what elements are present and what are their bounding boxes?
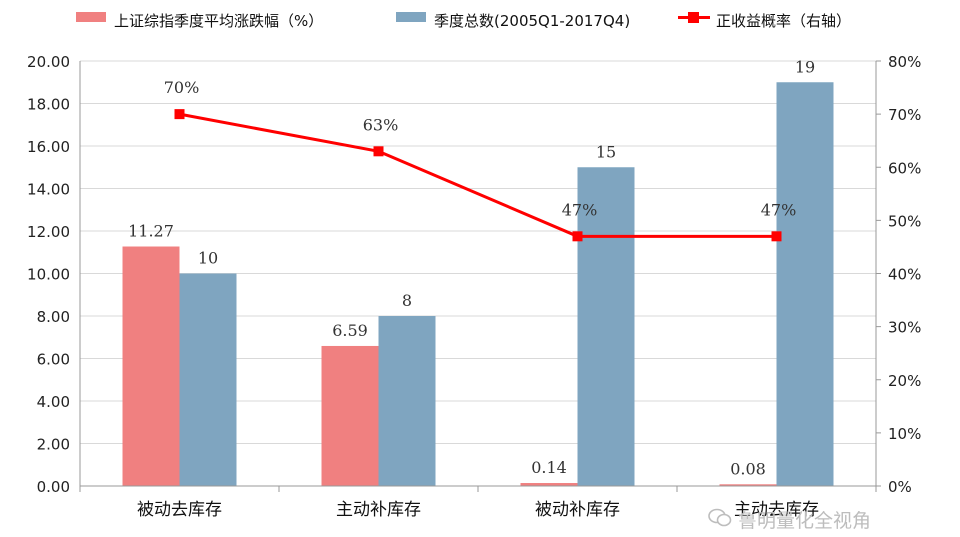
probability-marker	[572, 231, 583, 242]
data-label-return: 11.27	[128, 222, 174, 241]
y-left-tick-label: 16.00	[27, 138, 70, 156]
y-left-tick-label: 0.00	[37, 478, 70, 496]
probability-marker	[771, 231, 782, 242]
y-right-tick-label: 80%	[888, 53, 921, 71]
legend-label-count: 季度总数(2005Q1-2017Q4)	[434, 12, 631, 30]
x-category-label: 被动补库存	[535, 500, 620, 520]
legend-label-return: 上证综指季度平均涨跌幅（%）	[114, 12, 324, 30]
data-label-probability: 70%	[164, 78, 200, 97]
data-label-probability: 63%	[363, 115, 399, 134]
data-label-return: 0.08	[730, 459, 766, 478]
y-right-tick-label: 60%	[888, 159, 921, 177]
y-left-tick-label: 6.00	[37, 351, 70, 369]
y-left-tick-label: 12.00	[27, 223, 70, 241]
probability-marker	[174, 109, 185, 120]
line-series	[174, 109, 782, 242]
bar-return	[719, 484, 777, 486]
axes: 0.00 2.00 4.00 6.00 8.00 10.00 12.00 14.00 16.00…	[27, 53, 921, 520]
bar-count	[577, 167, 635, 486]
y-right-tick-label: 40%	[888, 266, 921, 284]
y-right-tick-label: 0%	[888, 478, 912, 496]
bar-return	[122, 246, 180, 486]
y-right-tick-label: 50%	[888, 212, 921, 230]
wechat-icon	[708, 508, 732, 527]
x-category-label: 主动去库存	[734, 500, 819, 520]
y-left-tick-label: 18.00	[27, 96, 70, 114]
y-right-tick-label: 70%	[888, 106, 921, 124]
data-label-count: 19	[795, 57, 815, 76]
legend-swatch-count	[396, 12, 426, 22]
watermark-text: 鲁明量化全视角	[738, 510, 872, 532]
y-right-tick-label: 30%	[888, 319, 921, 337]
bar-series	[122, 82, 834, 486]
y-left-tick-label: 14.00	[27, 181, 70, 199]
data-label-count: 10	[198, 249, 218, 268]
probability-line	[179, 112, 777, 238]
data-label-return: 6.59	[332, 321, 368, 340]
bar-count	[776, 82, 834, 486]
legend: 上证综指季度平均涨跌幅（%） 季度总数(2005Q1-2017Q4) 正收益概率…	[0, 6, 960, 32]
probability-marker	[373, 146, 384, 157]
legend-marker-probability	[688, 12, 699, 23]
y-right-tick-label: 20%	[888, 372, 921, 390]
data-labels: 11.27 10 6.59 8 0.14 15 0.08 19 70% 63% 47% 47%	[128, 57, 815, 478]
bar-count	[378, 316, 436, 486]
y-left-tick-label: 10.00	[27, 266, 70, 284]
y-left-tick-label: 2.00	[37, 436, 70, 454]
data-label-return: 0.14	[531, 458, 567, 477]
x-category-label: 主动补库存	[336, 500, 421, 520]
y-left-tick-label: 8.00	[37, 308, 70, 326]
x-category-label: 被动去库存	[137, 500, 222, 520]
data-label-probability: 47%	[562, 200, 598, 219]
legend-swatch-return	[76, 12, 106, 22]
y-right-tick-label: 10%	[888, 425, 921, 443]
legend-label-probability: 正收益概率（右轴）	[716, 12, 852, 30]
bar-return	[321, 345, 379, 486]
bar-return	[520, 483, 578, 486]
bar-count	[179, 273, 237, 486]
data-label-count: 15	[596, 142, 616, 161]
data-label-probability: 47%	[761, 200, 797, 219]
y-left-tick-label: 20.00	[27, 53, 70, 71]
y-left-tick-label: 4.00	[37, 393, 70, 411]
data-label-count: 8	[402, 291, 412, 310]
